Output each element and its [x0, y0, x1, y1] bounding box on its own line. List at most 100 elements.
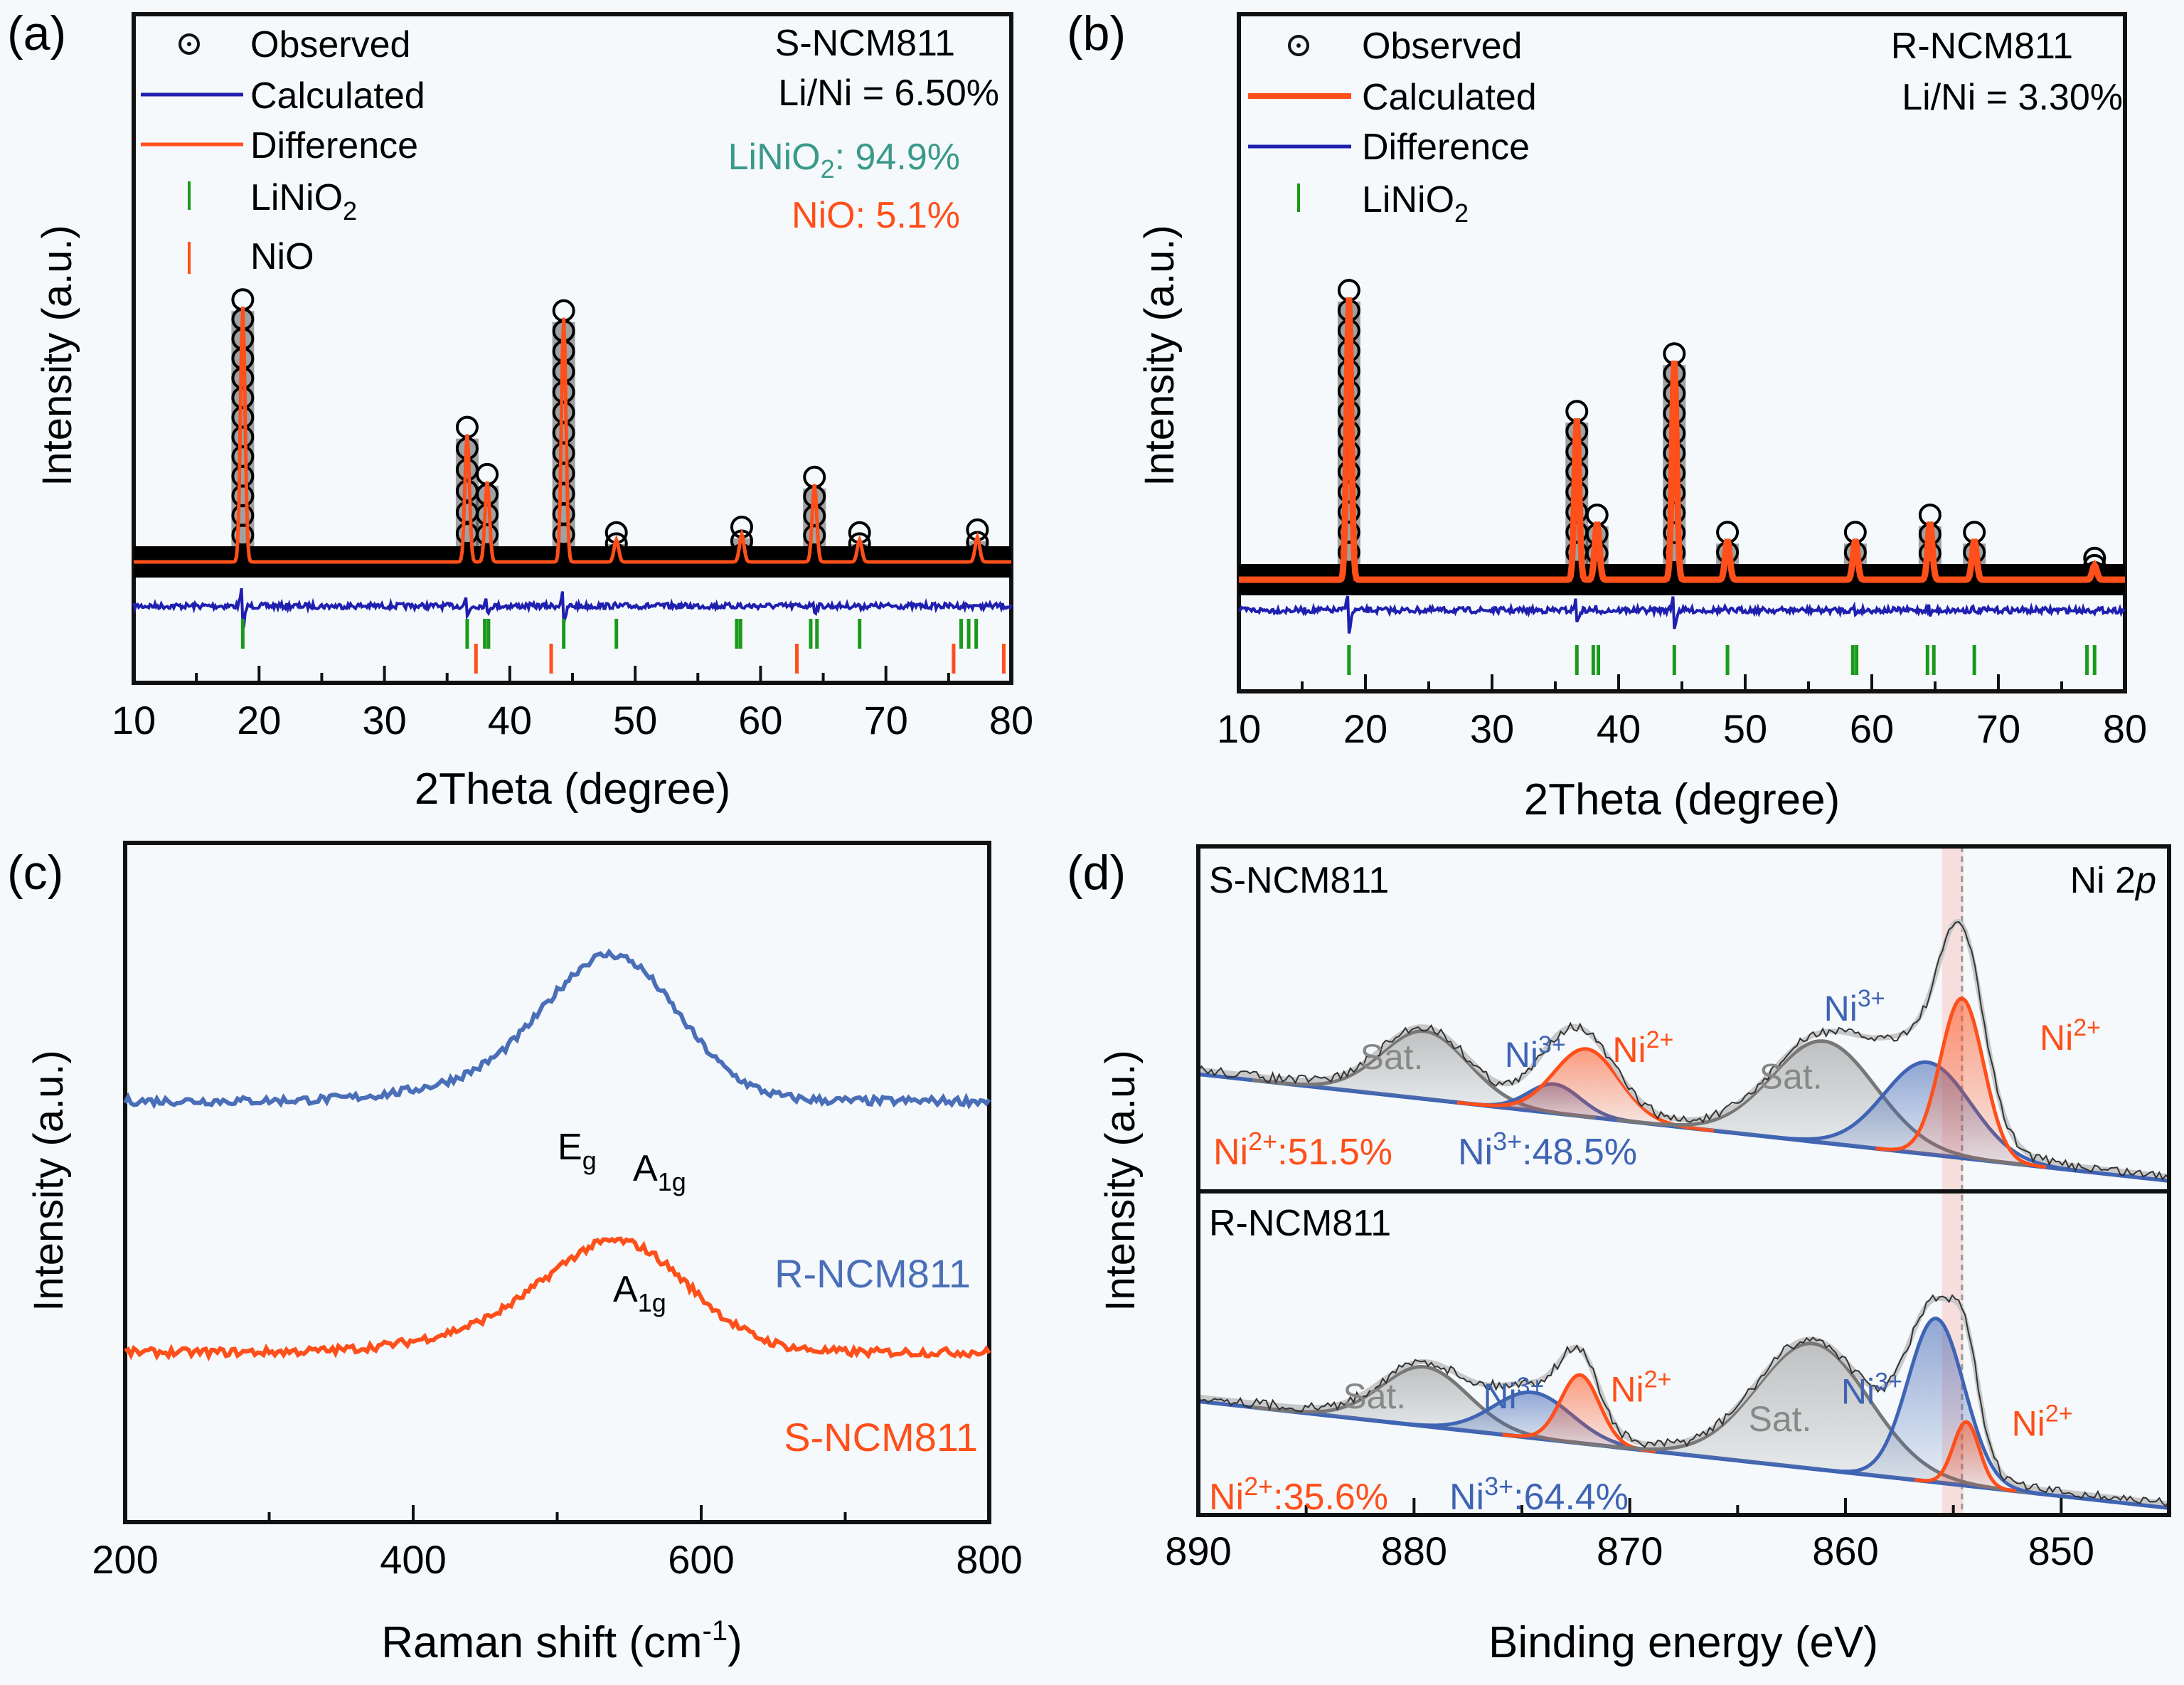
x-tick-label: 30	[1470, 706, 1514, 751]
legend-label: Calculated	[250, 75, 425, 117]
panel-label-b: (b)	[1067, 6, 1126, 60]
x-tick-label: 60	[1850, 706, 1894, 751]
x-axis: 890 880 870 860 850	[1165, 1498, 2170, 1573]
legend-label: LiNiO2	[1362, 179, 1469, 228]
y-axis-label: Intensity (a.u.)	[34, 225, 80, 486]
x-tick-label: 890	[1165, 1529, 1231, 1573]
raman-data-layer	[123, 948, 991, 1362]
ni3-percent-top: Ni3+:48.5%	[1458, 1127, 1637, 1173]
panel-b-xrd-r-ncm811: 10 20 30 40 50 60 70 80 Intensity (a.u.) 2Theta…	[1136, 12, 2147, 824]
observed-point	[455, 415, 479, 439]
panel-label-a: (a)	[7, 6, 66, 60]
observed-marker-icon	[179, 33, 200, 55]
xps-component-ni3	[1754, 1060, 2099, 1175]
peak-label-ni3: Ni3+	[1483, 1373, 1544, 1416]
peak-label-ni2: Ni2+	[1612, 1026, 1673, 1070]
x-tick-label: 40	[1597, 706, 1641, 751]
xps-component-fill-ni2	[1875, 998, 2049, 1168]
observed-point	[604, 532, 628, 556]
x-tick-label: 400	[380, 1537, 446, 1582]
observed-marker-dot-icon	[187, 42, 191, 46]
peak-label-sat: Sat.	[1343, 1376, 1406, 1416]
x-axis-label: 2Theta (degree)	[415, 765, 731, 814]
peak-label-ni3: Ni3+	[1824, 985, 1885, 1028]
x-tick-label: 80	[989, 698, 1033, 743]
y-axis-label: Intensity (a.u.)	[1097, 1050, 1144, 1311]
ni3-percent-bottom: Ni3+:64.4%	[1449, 1472, 1629, 1518]
observed-point	[552, 299, 575, 322]
x-axis: 10 20 30 40 50 60 70 80	[112, 666, 1033, 743]
peak-label-sat: Sat.	[1360, 1037, 1424, 1077]
sample-name-top: S-NCM811	[1209, 860, 1389, 901]
panel-label-c: (c)	[7, 846, 63, 900]
observed-point	[730, 543, 753, 566]
raman-series-r-ncm811	[123, 948, 991, 1110]
xps-component-fill-sat	[1252, 1366, 1598, 1445]
x-tick-label: 20	[237, 698, 281, 743]
x-tick-label: 70	[864, 698, 908, 743]
peak-label-ni2: Ni2+	[2040, 1014, 2101, 1058]
plot-frame-bottom	[1196, 1189, 2171, 1517]
x-tick-label: 800	[956, 1537, 1022, 1582]
x-axis-label: Raman shift (cm-1)	[381, 1615, 742, 1667]
xps-component-fill-ni2	[1914, 1422, 2018, 1492]
legend-item-difference: Difference	[141, 125, 418, 166]
x-tick-label: 20	[1343, 706, 1387, 751]
calculated-curve	[134, 307, 1011, 564]
legend-label: Calculated	[1362, 77, 1537, 118]
legend-item-calculated: Calculated	[141, 75, 425, 117]
x-tick-label: 40	[488, 698, 532, 743]
observed-point	[966, 543, 989, 566]
x-tick-label: 200	[92, 1537, 158, 1582]
li-ni-mixing: Li/Ni = 3.30%	[1902, 77, 2123, 118]
observed-point	[1337, 279, 1360, 302]
x-tick-label: 60	[738, 698, 782, 743]
peak-labels: Sat. Ni3+ Ni2+Sat.Ni3+Ni2+Sat. Ni3+ Ni2+Sat.…	[1343, 985, 2101, 1443]
xps-raw-data	[1198, 920, 2170, 1181]
legend-item-difference: Difference	[1248, 127, 1530, 168]
ni2-percent-top: Ni2+:51.5%	[1213, 1127, 1392, 1173]
x-tick-label: 70	[1976, 706, 2020, 751]
panel-label-d: (d)	[1067, 846, 1126, 900]
xps-component-ni3	[1823, 1317, 2047, 1497]
li-ni-mixing: Li/Ni = 6.50%	[778, 73, 999, 114]
a1g-annotation-s: A1g	[613, 1269, 666, 1317]
difference-curve	[1237, 595, 2126, 634]
a1g-annotation-r: A1g	[633, 1148, 686, 1196]
linio2-fraction: LiNiO2: 94.9%	[728, 137, 960, 184]
xps-subplot-s-ncm811	[1198, 918, 2170, 1183]
x-axis: 200 400 600 800	[92, 1505, 1023, 1582]
legend-item-linio2: LiNiO2	[188, 177, 357, 225]
eg-annotation: Eg	[558, 1127, 597, 1175]
xps-component-ni2	[1875, 996, 2047, 1169]
y-axis-label: Intensity (a.u.)	[1136, 225, 1183, 486]
legend-label: Difference	[250, 125, 418, 166]
panel-d-xps: 890 880 870 860 850 Intensity (a.u.) Binding…	[1097, 844, 2171, 1667]
x-tick-label: 880	[1381, 1529, 1447, 1573]
observed-marker-icon	[1288, 35, 1309, 56]
calculated-curve	[1239, 297, 2125, 583]
legend: Observed Calculated Difference LiNiO2 Ni…	[141, 24, 425, 277]
sample-name: R-NCM811	[1891, 26, 2073, 67]
x-axis-label: Binding energy (eV)	[1488, 1618, 1878, 1667]
difference-curve	[132, 588, 1013, 628]
x-tick-label: 10	[1217, 706, 1261, 751]
x-axis-label: 2Theta (degree)	[1524, 775, 1841, 824]
xps-component-ni2	[1502, 1373, 1656, 1454]
xps-subplot-r-ncm811	[1198, 1294, 2170, 1510]
x-tick-label: 850	[2028, 1529, 2094, 1573]
series-label-r-ncm811: R-NCM811	[774, 1251, 971, 1296]
ni2-percent-bottom: Ni2+:35.6%	[1209, 1472, 1388, 1518]
observed-point	[231, 288, 255, 312]
xps-component-fill-sat	[1616, 1041, 2031, 1166]
xrd-data-layer	[132, 288, 1013, 674]
observed-marker-dot-icon	[1296, 43, 1301, 48]
xps-component-fill-ni2	[1457, 1048, 1716, 1131]
series-label-s-ncm811: S-NCM811	[784, 1415, 978, 1460]
x-tick-label: 10	[112, 698, 156, 743]
peak-label-ni3: Ni3+	[1841, 1368, 1902, 1412]
peak-label-ni3: Ni3+	[1505, 1031, 1566, 1075]
x-tick-label: 860	[1812, 1529, 1878, 1573]
xps-raw-data	[1198, 1294, 2170, 1507]
